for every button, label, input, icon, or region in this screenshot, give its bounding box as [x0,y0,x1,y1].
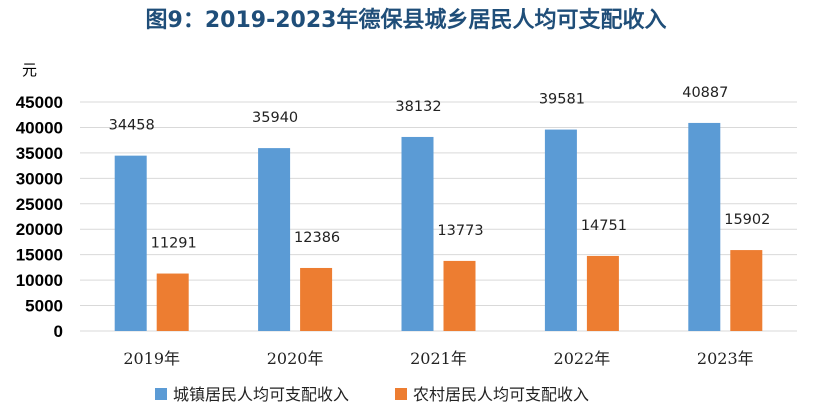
data-label-series1-4: 15902 [724,212,770,228]
chart-title: 图9：2019-2023年德保县城乡居民人均可支配收入 [146,7,667,33]
bar-series0-0 [114,155,147,331]
data-label-series0-3: 39581 [539,92,585,108]
y-tick-label-6: 30000 [16,169,63,188]
bar-series1-4 [730,250,763,331]
data-label-series0-2: 38132 [395,99,441,115]
legend-label-0: 城镇居民人均可支配收入 [173,385,349,404]
y-tick-label-7: 35000 [16,144,63,163]
y-tick-label-2: 10000 [16,271,63,290]
bar-series1-3 [586,255,619,331]
bar-series1-0 [156,273,189,331]
x-tick-label-4: 2023年 [697,349,754,368]
x-tick-label-3: 2022年 [554,349,611,368]
bar-series0-2 [401,136,434,331]
data-label-series1-0: 11291 [151,236,197,252]
y-tick-label-0: 0 [54,322,63,341]
bars [114,122,763,331]
bar-series0-3 [544,129,577,331]
legend-label-1: 农村居民人均可支配收入 [413,385,589,404]
y-axis-unit-label: 元 [22,61,37,79]
x-tick-label-0: 2019年 [123,349,180,368]
data-label-series0-0: 34458 [109,118,155,134]
y-axis-ticks: 0 5000 10000 15000 20000 25000 30000 35000 40000… [16,93,63,341]
y-tick-label-4: 20000 [16,220,63,239]
bar-series0-4 [688,122,721,331]
legend-swatch-0 [155,388,167,400]
gridlines [80,101,797,332]
data-label-series0-4: 40887 [682,85,728,101]
y-tick-label-1: 5000 [25,297,63,316]
data-label-series1-3: 14751 [581,218,627,234]
data-label-series1-1: 12386 [294,230,340,246]
bar-series1-2 [443,260,476,331]
bar-series0-1 [258,148,291,331]
y-tick-label-3: 15000 [16,246,63,265]
data-labels: 34458 11291 35940 12386 38132 13773 39581 14751… [109,85,771,252]
y-tick-label-5: 25000 [16,195,63,214]
x-tick-label-2: 2021年 [410,349,467,368]
y-tick-label-9: 45000 [16,93,63,112]
y-tick-label-8: 40000 [16,118,63,137]
legend-swatch-1 [395,388,407,400]
data-label-series1-2: 13773 [437,223,483,239]
x-axis-ticks: 2019年 2020年 2021年 2022年 2023年 [123,349,753,368]
legend: 城镇居民人均可支配收入 农村居民人均可支配收入 [155,385,589,404]
x-tick-label-1: 2020年 [267,349,324,368]
bar-series1-1 [300,267,333,331]
data-label-series0-1: 35940 [252,110,298,126]
